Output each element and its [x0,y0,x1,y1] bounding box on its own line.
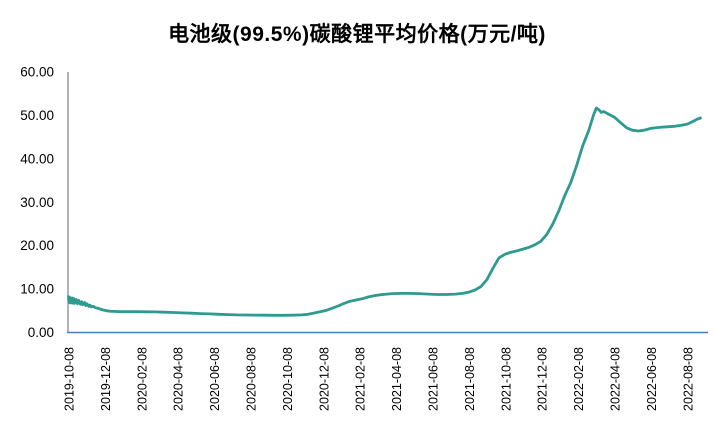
x-axis-tick-label: 2020-12-08 [317,347,331,411]
x-axis-tick-label: 2020-02-08 [135,347,149,411]
x-axis-tick-label: 2021-08-08 [463,347,477,411]
x-axis-tick-label: 2021-02-08 [354,347,368,411]
y-axis-tick-label: 40.00 [20,151,54,166]
y-axis-tick-label: 0.00 [28,325,54,340]
x-axis-tick-label: 2022-02-08 [572,347,586,411]
price-line [67,106,702,317]
x-axis-tick-label: 2020-08-08 [245,347,259,411]
x-axis-tick-label: 2022-08-08 [681,347,695,411]
y-axis-tick-label: 10.00 [20,282,54,297]
x-axis-tick-label: 2019-10-08 [63,347,77,411]
x-axis-tick-label: 2021-12-08 [536,347,550,411]
x-axis-tick-label: 2021-06-08 [427,347,441,411]
x-axis-tick-label: 2022-04-08 [609,347,623,411]
x-axis-tick-label: 2021-10-08 [499,347,513,411]
x-axis-tick-label: 2021-04-08 [390,347,404,411]
x-axis-tick-label: 2020-06-08 [208,347,222,411]
x-axis-tick-label: 2020-10-08 [281,347,295,411]
x-axis-tick-label: 2019-12-08 [99,347,113,411]
y-axis-tick-label: 30.00 [20,195,54,210]
y-axis-tick-label: 50.00 [20,108,54,123]
x-axis-tick-label: 2022-06-08 [645,347,659,411]
y-axis-tick-label: 60.00 [20,65,54,80]
x-axis-tick-label: 2020-04-08 [172,347,186,411]
chart-title: 电池级(99.5%)碳酸锂平均价格(万元/吨) [168,23,546,46]
y-axis-tick-label: 20.00 [20,238,54,253]
